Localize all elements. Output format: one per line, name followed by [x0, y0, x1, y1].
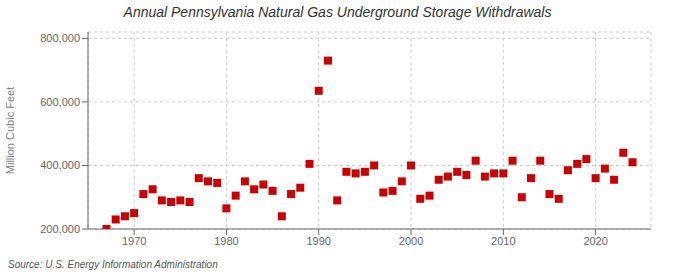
svg-text:600,000: 600,000	[40, 96, 80, 108]
html-text:Annual Pennsylvania Natural Ga: Annual Pennsylvania Natural Gas Undergro…	[123, 4, 552, 20]
html-text:Source: U.S. Energy Informatio: Source: U.S. Energy Information Administ…	[8, 259, 218, 270]
svg-text:2010: 2010	[491, 235, 515, 247]
svg-text:1970: 1970	[122, 235, 146, 247]
svg-text:1980: 1980	[214, 235, 238, 247]
svg-text:1990: 1990	[306, 235, 330, 247]
svg-text:400,000: 400,000	[40, 159, 80, 171]
svg-text:2020: 2020	[583, 235, 607, 247]
svg-text:200,000: 200,000	[40, 223, 80, 235]
svg-text:Million Cubic Feet: Million Cubic Feet	[8, 87, 16, 174]
svg-text:800,000: 800,000	[40, 32, 80, 44]
svg-text:2000: 2000	[399, 235, 423, 247]
